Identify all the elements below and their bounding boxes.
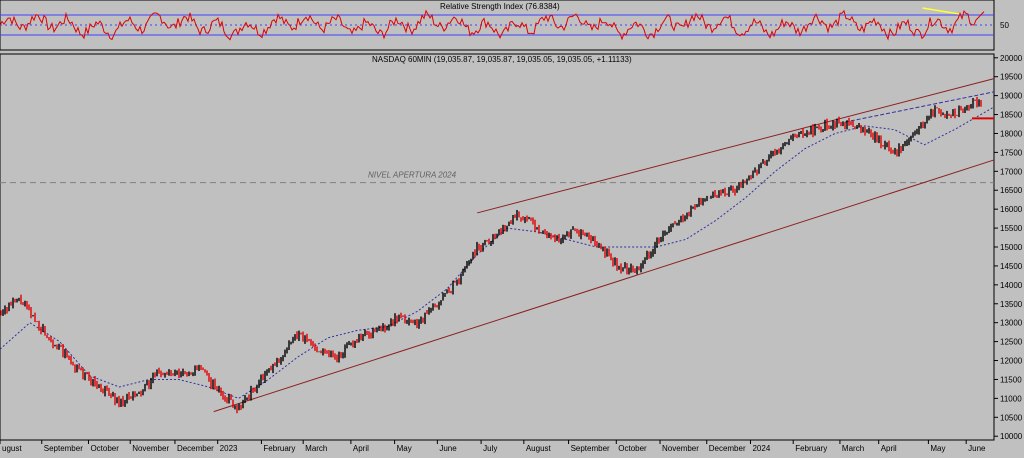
price-panel: NIVEL APERTURA 2024 NASDAQ 60MIN (19,035… — [0, 53, 1023, 453]
x-tick-label: February — [263, 444, 295, 453]
open-level-label: NIVEL APERTURA 2024 — [368, 171, 457, 180]
price-y-axis: 20000 19500 19000 18500 18000 17500 17000 16500… — [994, 54, 1023, 441]
rsi-title: Relative Strength Index (76.8384) — [440, 2, 560, 11]
x-tick-label: May — [397, 444, 412, 453]
x-tick-label: ugust — [2, 444, 22, 453]
x-tick-label: May — [930, 444, 945, 453]
x-tick-label: 2023 — [220, 444, 238, 453]
x-tick-label: March — [842, 444, 864, 453]
x-tick-label: July — [483, 444, 497, 453]
y-tick-label: 15500 — [1000, 224, 1023, 233]
y-tick-label: 17500 — [1000, 148, 1023, 157]
moving-average-extension — [844, 91, 995, 123]
y-tick-label: 20000 — [1000, 54, 1023, 63]
channel-lower-line — [213, 159, 995, 413]
y-tick-label: 19500 — [1000, 73, 1023, 82]
x-tick-label: March — [305, 444, 327, 453]
y-tick-label: 18500 — [1000, 111, 1023, 120]
y-tick-label: 13500 — [1000, 300, 1023, 309]
y-tick-label: 13000 — [1000, 319, 1023, 328]
y-tick-label: 19000 — [1000, 92, 1023, 101]
y-tick-label: 10000 — [1000, 432, 1023, 441]
x-tick-label: October — [618, 444, 647, 453]
y-tick-label: 16000 — [1000, 205, 1023, 214]
x-tick-label: April — [881, 444, 897, 453]
moving-average-line — [0, 106, 995, 399]
price-title: NASDAQ 60MIN (19,035.87, 19,035.87, 19,0… — [372, 55, 632, 64]
x-tick-label: February — [795, 444, 827, 453]
x-tick-label: November — [662, 444, 699, 453]
rsi-tick-label: 50 — [1000, 21, 1009, 30]
channel-upper-line — [476, 78, 995, 214]
y-tick-label: 14500 — [1000, 262, 1023, 271]
rsi-divergence-line — [922, 7, 960, 15]
x-tick-label: June — [968, 444, 986, 453]
y-tick-label: 10500 — [1000, 413, 1023, 422]
x-tick-label: November — [132, 444, 169, 453]
x-tick-label: September — [44, 444, 83, 453]
x-tick-label: August — [526, 444, 552, 453]
rsi-panel: Relative Strength Index (76.8384) 50 — [0, 0, 1009, 51]
y-tick-label: 15000 — [1000, 243, 1023, 252]
y-tick-label: 12500 — [1000, 338, 1023, 347]
x-tick-label: April — [353, 444, 369, 453]
x-tick-label: December — [709, 444, 746, 453]
rsi-series-line — [0, 9, 985, 41]
x-tick-label: June — [439, 444, 457, 453]
y-tick-label: 12000 — [1000, 357, 1023, 366]
y-tick-label: 18000 — [1000, 129, 1023, 138]
x-tick-label: October — [90, 444, 119, 453]
y-tick-label: 11500 — [1000, 375, 1022, 384]
y-tick-label: 16500 — [1000, 186, 1023, 195]
x-tick-label: 2024 — [752, 444, 770, 453]
y-tick-label: 14000 — [1000, 281, 1023, 290]
y-tick-label: 17000 — [1000, 167, 1023, 176]
price-bars — [0, 96, 982, 414]
x-tick-label: September — [571, 444, 610, 453]
x-tick-label: December — [177, 444, 214, 453]
time-x-axis: ugust September October November December 202… — [0, 439, 994, 453]
y-tick-label: 11000 — [1000, 394, 1022, 403]
